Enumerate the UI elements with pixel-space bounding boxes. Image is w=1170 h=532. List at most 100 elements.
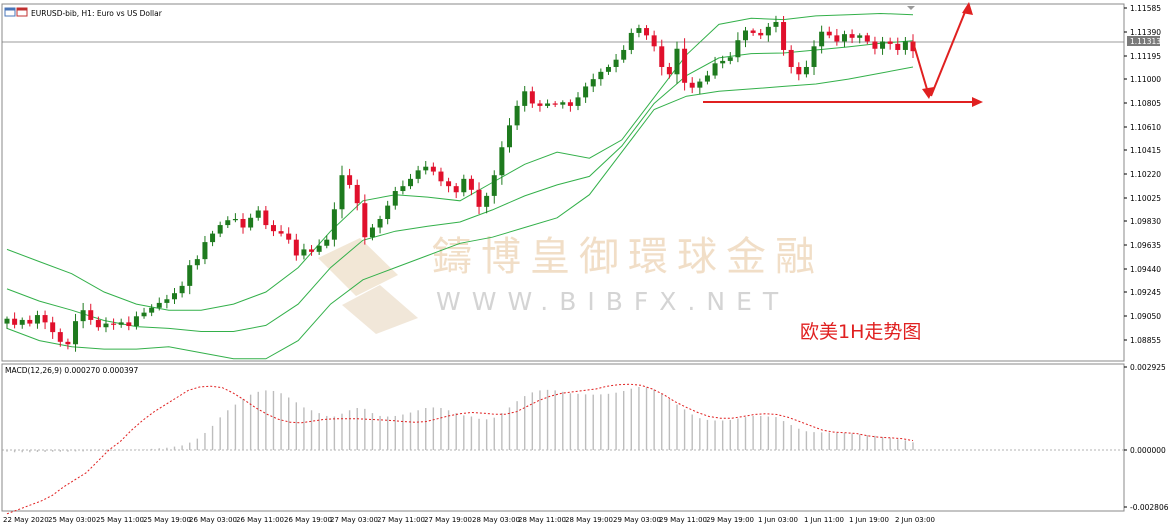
candle-body — [514, 105, 520, 126]
candle — [400, 180, 406, 195]
candle — [369, 223, 375, 241]
candle — [910, 34, 916, 58]
candle — [225, 216, 231, 228]
candle-body — [819, 31, 825, 47]
candle-body — [697, 81, 703, 88]
candle — [727, 52, 733, 65]
forecast-arrow-down-head — [922, 87, 934, 99]
price-tick-label: 1.09050 — [1130, 312, 1161, 321]
candle-body — [286, 233, 292, 240]
candle-body — [834, 35, 840, 42]
candle — [103, 317, 109, 333]
time-tick-label: 27 May 19:00 — [424, 516, 472, 524]
candle — [430, 162, 436, 176]
candle-body — [636, 28, 642, 33]
candle-body — [712, 63, 718, 76]
candle-body — [735, 40, 741, 58]
candle-body — [34, 315, 40, 324]
candle — [674, 41, 680, 84]
candle-body — [316, 245, 322, 252]
candle — [156, 297, 162, 311]
support-line-arrowhead — [972, 97, 983, 107]
candle-body — [750, 30, 756, 33]
candle-body — [727, 57, 733, 61]
candle — [841, 30, 847, 48]
bollinger-lower-band — [6, 66, 914, 360]
candle-body — [57, 332, 63, 342]
candle — [773, 15, 779, 33]
candle — [857, 33, 863, 44]
candle — [895, 37, 901, 55]
candle-body — [423, 166, 429, 171]
candle-body — [217, 225, 223, 234]
candle-body — [872, 41, 878, 49]
macd-signal-line — [6, 383, 914, 515]
candle-body — [758, 32, 764, 36]
candle — [57, 328, 63, 347]
candle — [377, 215, 383, 234]
candle-body — [765, 26, 771, 36]
candle — [408, 173, 414, 190]
candles — [4, 15, 916, 352]
candle-body — [567, 102, 573, 106]
watermark: 鑄博皇御環球金融 WWW.BIBFX.NET — [318, 234, 815, 334]
candle-body — [590, 79, 596, 87]
candle — [902, 36, 908, 55]
candle-body — [270, 225, 276, 232]
candle-body — [263, 210, 269, 226]
candle — [423, 160, 429, 175]
candle — [514, 100, 520, 130]
candle — [232, 213, 238, 223]
candle — [522, 86, 528, 112]
candle-body — [240, 218, 246, 228]
candle-body — [468, 178, 474, 190]
candle — [354, 179, 360, 211]
candle-body — [400, 186, 406, 192]
candle-body — [73, 321, 79, 345]
candle-body — [506, 125, 512, 148]
candle-body — [674, 48, 680, 75]
candle-body — [446, 181, 452, 187]
candle-body — [811, 46, 817, 67]
candle — [50, 316, 56, 339]
candle — [621, 45, 627, 63]
candle — [217, 221, 223, 238]
candle-body — [111, 323, 117, 325]
candle — [880, 36, 886, 55]
candle — [849, 29, 855, 44]
candle-body — [156, 302, 162, 308]
time-tick-label: 27 May 03:00 — [330, 516, 378, 524]
candle — [590, 73, 596, 93]
forecast-arrow-down-line — [912, 41, 930, 97]
candle-body — [613, 59, 619, 67]
candle-body — [430, 166, 436, 172]
time-tick-label: 2 Jun 03:00 — [895, 516, 935, 524]
price-tick-label: 1.11000 — [1130, 75, 1161, 84]
candle-body — [583, 86, 589, 98]
candle — [499, 141, 505, 185]
candle — [446, 177, 452, 193]
candle — [171, 287, 177, 304]
price-tick-label: 1.10805 — [1130, 99, 1161, 108]
candle — [339, 165, 345, 219]
chart-symbol-title: EURUSD-bib, H1: Euro vs US Dollar — [31, 9, 163, 18]
candle — [293, 233, 299, 261]
candle-body — [720, 60, 726, 64]
candle — [545, 99, 551, 109]
time-tick-label: 1 Jun 11:00 — [804, 516, 844, 524]
forecast-arrow-up-head — [962, 2, 973, 15]
candle — [781, 15, 787, 56]
candle-body — [255, 210, 261, 218]
price-tick-label: 1.10025 — [1130, 194, 1161, 203]
time-tick-label: 1 Jun 03:00 — [758, 516, 798, 524]
candle — [567, 99, 573, 112]
price-tick-label: 1.10220 — [1130, 170, 1161, 179]
candle — [118, 318, 124, 328]
bollinger-middle-band — [6, 40, 914, 332]
candle-body — [826, 31, 832, 36]
candle — [324, 235, 330, 249]
time-tick-label: 27 May 11:00 — [377, 516, 425, 524]
candle — [583, 82, 589, 103]
candle — [712, 56, 718, 79]
candle — [552, 101, 558, 108]
